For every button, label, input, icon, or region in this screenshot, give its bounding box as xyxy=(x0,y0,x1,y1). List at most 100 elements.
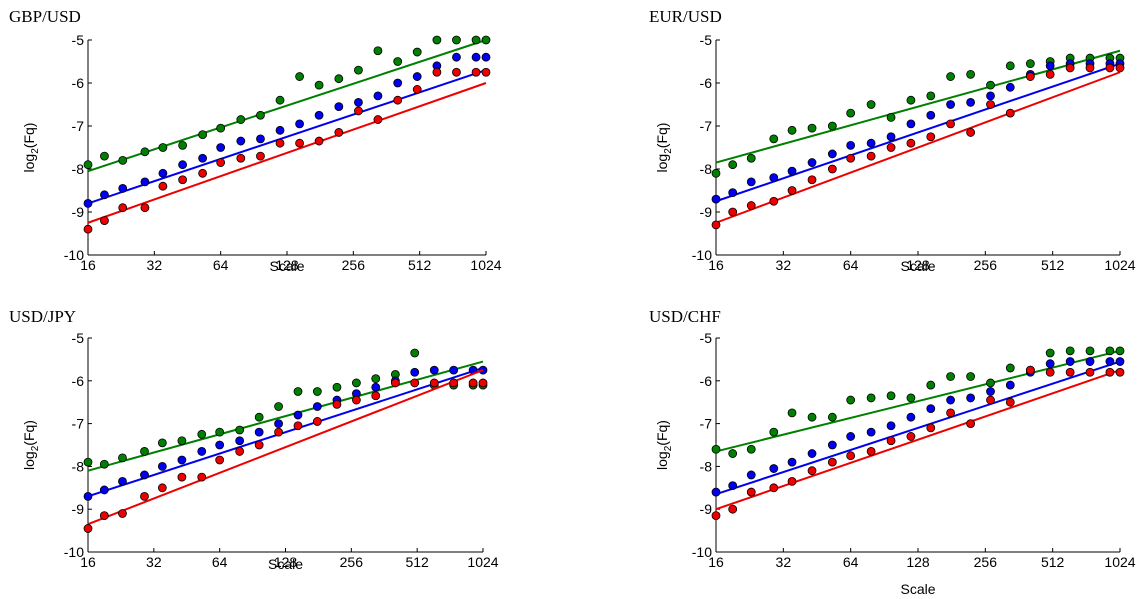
data-point-blue xyxy=(1105,357,1115,366)
data-point-green xyxy=(83,160,93,170)
chart-title: USD/CHF xyxy=(649,307,721,326)
x-tick-label: 16 xyxy=(708,554,724,570)
data-point-red xyxy=(827,457,837,467)
data-point-green xyxy=(1085,346,1095,356)
data-point-green xyxy=(1065,346,1075,356)
data-point-red xyxy=(711,220,721,230)
data-point-red xyxy=(198,168,208,178)
data-point-blue xyxy=(118,183,128,193)
chart-title: USD/JPY xyxy=(9,307,76,326)
data-point-green xyxy=(410,348,420,358)
y-axis-label-subscript: 2 xyxy=(663,148,674,154)
data-point-blue xyxy=(157,461,167,471)
data-point-red xyxy=(197,472,207,482)
data-point-red xyxy=(157,483,167,493)
data-point-blue xyxy=(393,78,403,88)
data-point-blue xyxy=(254,427,264,437)
data-point-red xyxy=(314,136,324,146)
y-axis-label-tail: (Fq) xyxy=(21,123,37,149)
data-point-red xyxy=(410,378,420,388)
data-point-green xyxy=(926,380,936,390)
data-point-blue xyxy=(197,447,207,456)
data-point-blue xyxy=(100,190,109,200)
data-point-red xyxy=(158,181,168,191)
data-point-blue xyxy=(946,100,955,109)
data-point-blue xyxy=(746,177,756,187)
fit-line-blue xyxy=(715,62,1121,203)
data-point-blue xyxy=(236,136,246,146)
data-point-blue xyxy=(83,491,93,501)
x-tick-label: 128 xyxy=(906,257,930,273)
data-point-blue xyxy=(926,110,936,120)
x-tick-label: 16 xyxy=(708,257,724,273)
x-tick-label: 256 xyxy=(974,554,998,570)
data-point-red xyxy=(1025,72,1035,81)
data-point-blue xyxy=(140,177,150,187)
x-tick-label: 256 xyxy=(340,554,364,570)
data-point-red xyxy=(728,504,738,514)
data-point-red xyxy=(1105,63,1115,73)
data-point-green xyxy=(351,378,361,388)
data-point-blue xyxy=(1085,357,1095,366)
data-point-green xyxy=(711,168,721,178)
data-point-green xyxy=(216,123,226,133)
data-point-red xyxy=(986,395,995,405)
x-tick-label: 64 xyxy=(843,554,859,570)
data-point-red xyxy=(966,419,976,429)
data-point-blue xyxy=(215,440,225,450)
x-tick-label: 32 xyxy=(776,554,792,570)
x-axis-label: Scale xyxy=(268,556,303,572)
data-point-blue xyxy=(986,387,995,396)
data-point-blue xyxy=(787,457,797,467)
x-tick-label: 16 xyxy=(80,257,96,273)
data-point-red xyxy=(99,511,109,521)
data-point-red xyxy=(373,115,383,124)
data-point-blue xyxy=(866,427,876,437)
data-point-green xyxy=(769,427,779,437)
data-point-red xyxy=(118,203,128,213)
data-point-blue xyxy=(728,481,738,491)
data-point-red xyxy=(100,216,109,226)
y-axis-label: log2(Fq) xyxy=(654,123,674,173)
y-tick-label: -10 xyxy=(64,247,84,263)
y-axis-label-tail: (Fq) xyxy=(654,123,670,149)
chart-title: EUR/USD xyxy=(649,7,722,26)
data-point-red xyxy=(1115,63,1125,73)
x-tick-label: 64 xyxy=(212,554,228,570)
y-tick-label: -5 xyxy=(700,330,713,346)
data-point-red xyxy=(866,151,876,161)
y-axis-label: log2(Fq) xyxy=(21,420,41,470)
data-point-blue xyxy=(293,410,303,420)
data-point-green xyxy=(746,153,756,163)
x-tick-label: 1024 xyxy=(467,554,498,570)
data-point-green xyxy=(334,74,344,84)
data-point-green xyxy=(118,453,127,463)
data-point-blue xyxy=(728,188,738,198)
series-blue xyxy=(711,357,1125,497)
data-point-blue xyxy=(1115,357,1125,366)
data-point-blue xyxy=(1065,357,1075,366)
data-point-blue xyxy=(83,198,93,208)
y-axis-label-subscript: 2 xyxy=(663,445,674,451)
data-point-red xyxy=(926,423,936,433)
data-point-blue xyxy=(946,395,955,405)
y-tick-label: -5 xyxy=(72,32,85,48)
data-point-blue xyxy=(216,143,226,152)
data-point-blue xyxy=(178,160,188,170)
data-point-red xyxy=(478,378,488,388)
data-point-green xyxy=(254,412,264,422)
x-axis-label: Scale xyxy=(269,258,304,274)
data-point-red xyxy=(412,85,422,94)
data-point-red xyxy=(471,67,481,77)
data-point-green xyxy=(827,412,837,422)
data-point-green xyxy=(866,393,876,403)
data-point-blue xyxy=(314,110,324,120)
x-tick-label: 1024 xyxy=(1104,257,1135,273)
y-axis-label-main: log xyxy=(21,154,37,173)
data-point-red xyxy=(1025,365,1035,375)
data-point-red xyxy=(1065,63,1075,73)
data-point-blue xyxy=(256,134,265,144)
data-point-blue xyxy=(412,72,422,81)
data-point-red xyxy=(746,487,756,497)
y-tick-label: -8 xyxy=(72,458,85,474)
